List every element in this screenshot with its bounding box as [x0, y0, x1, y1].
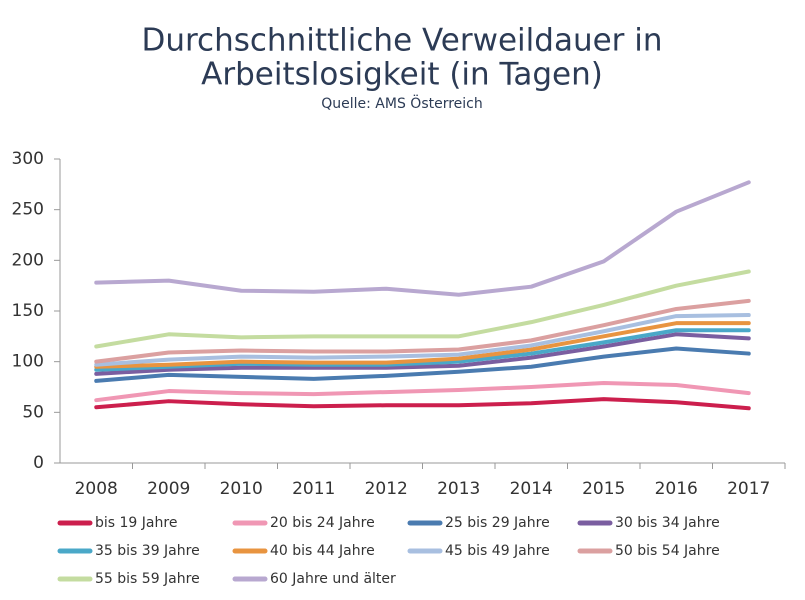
series-line [94, 346, 751, 383]
x-tick-label: 2017 [727, 479, 770, 499]
series-line [94, 380, 751, 403]
y-tick-label: 50 [22, 402, 44, 422]
chart-title: Arbeitslosigkeit (in Tagen) [201, 57, 603, 93]
x-tick-label: 2010 [220, 479, 263, 499]
x-tick-label: 2012 [365, 479, 408, 499]
series-line [94, 269, 751, 349]
chart-subtitle: Quelle: AMS Österreich [321, 94, 483, 112]
y-tick-label: 150 [12, 301, 44, 321]
x-tick-label: 2011 [292, 479, 335, 499]
x-tick-label: 2009 [147, 479, 190, 499]
legend-label: 20 bis 24 Jahre [270, 515, 375, 531]
legend-label: 60 Jahre und älter [270, 571, 396, 587]
chart-title: Durchschnittliche Verweildauer in [141, 23, 662, 59]
x-tick-label: 2008 [75, 479, 118, 499]
y-tick-label: 100 [12, 352, 44, 372]
legend-label: 35 bis 39 Jahre [95, 543, 200, 559]
y-tick-label: 200 [12, 250, 44, 270]
series-line [94, 298, 751, 364]
y-tick-label: 0 [33, 453, 44, 473]
series-line [94, 321, 751, 369]
legend-label: bis 19 Jahre [95, 515, 177, 531]
legend-label: 50 bis 54 Jahre [615, 543, 720, 559]
series-line [94, 180, 751, 297]
legend-label: 40 bis 44 Jahre [270, 543, 375, 559]
x-tick-label: 2016 [655, 479, 698, 499]
y-tick-label: 250 [12, 200, 44, 220]
x-tick-label: 2014 [510, 479, 553, 499]
series-line [94, 328, 751, 372]
y-tick-label: 300 [12, 149, 44, 169]
series-line [94, 397, 751, 411]
series-line [94, 313, 751, 367]
legend-label: 55 bis 59 Jahre [95, 571, 200, 587]
legend-label: 45 bis 49 Jahre [445, 543, 550, 559]
series-line [94, 332, 751, 376]
legend-label: 25 bis 29 Jahre [445, 515, 550, 531]
x-tick-label: 2013 [437, 479, 480, 499]
legend-label: 30 bis 34 Jahre [615, 515, 720, 531]
x-tick-label: 2015 [582, 479, 625, 499]
